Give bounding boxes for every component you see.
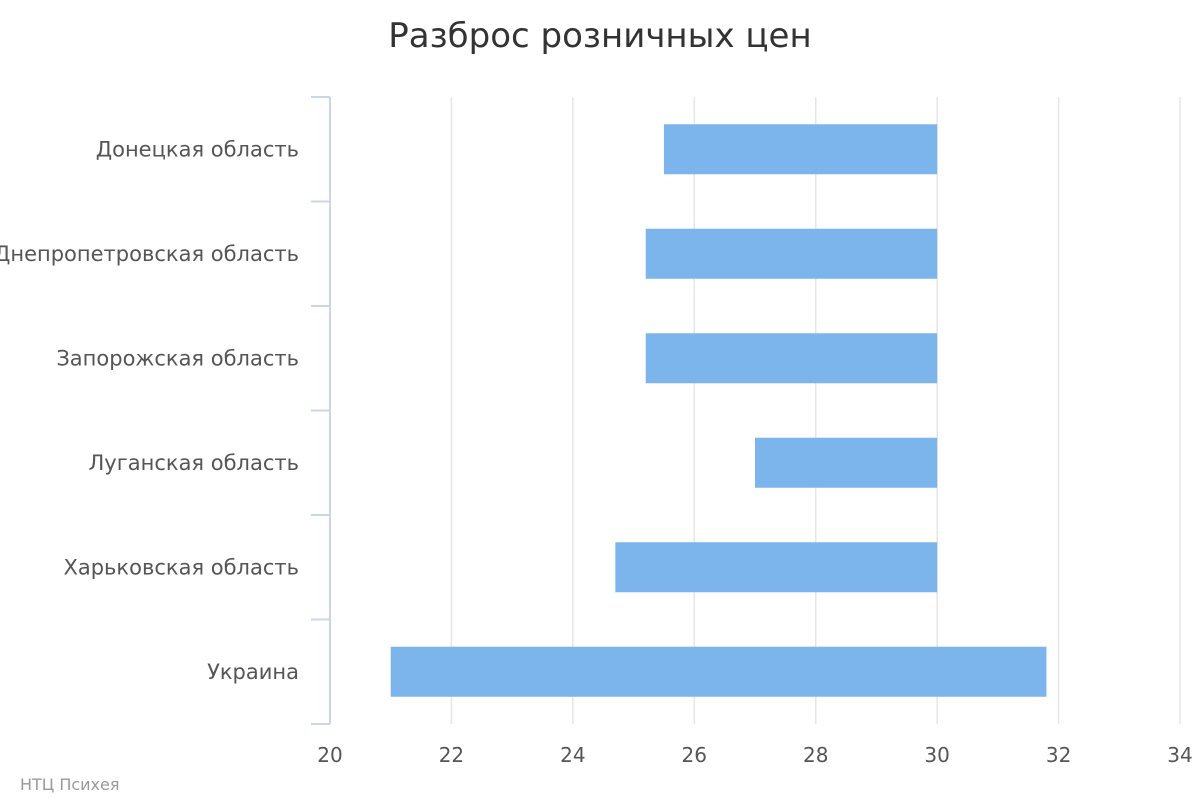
x-tick-label: 32: [1046, 743, 1071, 767]
category-label: Украина: [207, 660, 299, 684]
range-bar[interactable]: [663, 124, 938, 175]
x-tick-label: 34: [1167, 743, 1192, 767]
x-axis-tick-labels: 20 22 24 26 28 30 32 34: [317, 743, 1192, 767]
chart-credit: НТЦ Психея: [20, 775, 119, 794]
chart-title: Разброс розничных цен: [388, 16, 811, 56]
x-tick-label: 20: [317, 743, 342, 767]
category-label: Донецкая область: [96, 137, 299, 161]
grid-lines: [450, 97, 1181, 724]
category-label: Луганская область: [88, 451, 299, 475]
x-tick-label: 24: [560, 743, 585, 767]
x-tick-label: 22: [439, 743, 464, 767]
category-labels: Донецкая область Днепропетровская область…: [0, 137, 299, 684]
bars: [390, 124, 1047, 697]
range-bar[interactable]: [645, 333, 938, 384]
range-bar[interactable]: [645, 228, 938, 279]
category-axis: [311, 96, 331, 725]
category-label: Запорожская область: [56, 346, 299, 370]
range-bar[interactable]: [755, 437, 938, 488]
range-bar[interactable]: [390, 646, 1047, 697]
x-tick-label: 28: [803, 743, 828, 767]
category-label: Харьковская область: [63, 555, 299, 579]
x-tick-label: 26: [682, 743, 707, 767]
range-bar[interactable]: [615, 542, 938, 593]
category-label: Днепропетровская область: [0, 242, 299, 266]
x-tick-label: 30: [924, 743, 949, 767]
